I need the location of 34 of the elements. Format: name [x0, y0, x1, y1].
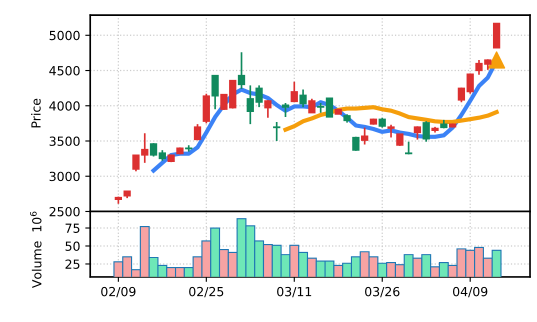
y-tick-label: 5000 [50, 30, 80, 40]
y-tick-label: 50 [66, 241, 80, 251]
x-tick-label: 03/26 [365, 286, 400, 298]
candlestick [290, 80, 298, 104]
line-series [283, 105, 499, 132]
candlestick [211, 74, 219, 110]
candlestick [422, 120, 430, 143]
candlestick [194, 123, 202, 142]
candlestick [378, 116, 386, 128]
candlestick [361, 126, 368, 146]
y-axis-title: Volume 10$^{6}$ [30, 212, 42, 288]
y-tick-label: 4000 [49, 101, 80, 111]
candlestick [396, 133, 404, 147]
x-tick-label: 03/11 [277, 286, 312, 298]
candlestick [273, 121, 280, 142]
y-tick-label: 25 [66, 259, 80, 269]
candlestick [299, 88, 307, 108]
candlestick [352, 136, 360, 152]
y-tick-label: 75 [66, 224, 80, 233]
candlestick [308, 98, 316, 114]
y-tick-label: 3500 [50, 136, 80, 146]
candlestick [414, 125, 422, 140]
y-tick-label: 3000 [50, 172, 80, 182]
y-tick-label: 2500 [50, 206, 80, 216]
x-tick-label: 04/09 [453, 286, 488, 298]
x-tick-label: 02/09 [101, 286, 136, 298]
candlestick [264, 99, 272, 119]
y-tick-label: 4500 [49, 66, 80, 76]
candlestick [282, 102, 290, 118]
x-tick-label: 02/25 [189, 286, 224, 298]
candlestick [405, 140, 412, 156]
candlestick [387, 124, 395, 138]
candlestick [238, 51, 246, 90]
y-axis-title: Price [31, 98, 41, 128]
